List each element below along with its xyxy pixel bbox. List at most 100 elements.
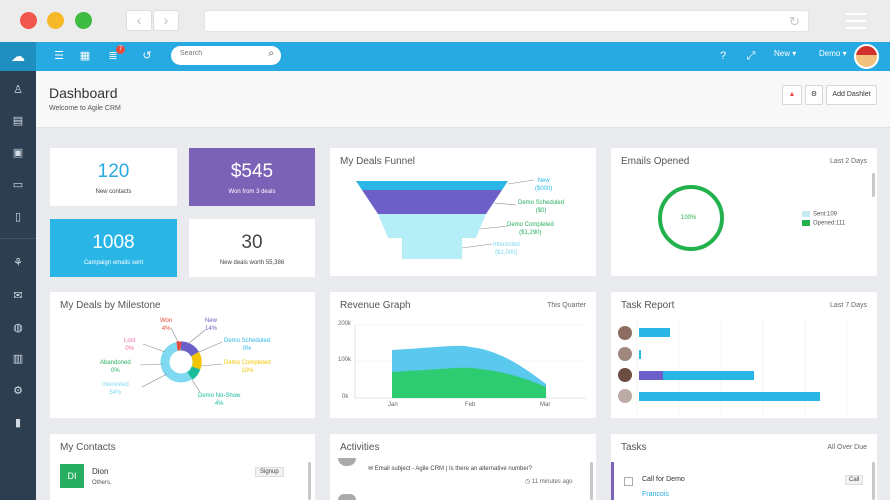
funnel-stage-demo-scheduled[interactable] xyxy=(362,190,502,214)
contact-tag[interactable]: Signup xyxy=(255,467,284,477)
activity-avatar xyxy=(338,458,356,466)
add-dashlet-button[interactable]: Add Dashlet xyxy=(826,85,877,105)
browser-menu-icon[interactable] xyxy=(846,13,866,34)
slice-new[interactable] xyxy=(180,341,199,357)
scrollbar[interactable] xyxy=(590,462,593,500)
funnel-stage-new[interactable] xyxy=(356,181,508,190)
x-tick-label: Mar xyxy=(540,402,551,408)
new-menu[interactable]: New ▾ xyxy=(774,49,797,58)
opened-ring xyxy=(658,185,724,251)
dashboard-settings-button[interactable]: ⚙ xyxy=(805,85,823,105)
funnel-label-demo-scheduled: Demo Scheduled ($0) xyxy=(518,200,565,214)
emails-percent: 100% xyxy=(681,215,697,221)
funnel-label-demo-completed: Demo Completed ($1,290) xyxy=(507,222,554,236)
dashboard-header: Dashboard Welcome to Agile CRM ▲ ⚙ Add D… xyxy=(36,71,890,128)
task-bar[interactable] xyxy=(639,328,670,337)
deals-icon[interactable]: ▣ xyxy=(12,147,24,159)
sidebar-divider xyxy=(0,238,36,239)
scrollbar[interactable] xyxy=(872,462,875,500)
stat-campaign-emails[interactable]: 1008 Campaign emails sent xyxy=(50,219,177,277)
card-range: Last 2 Days xyxy=(830,158,867,165)
revenue-graph-card: Revenue Graph This Quarter 200k 100k 0k … xyxy=(330,292,596,418)
slice-demo-completed[interactable] xyxy=(190,351,202,370)
legend-opened: Opened:111 xyxy=(802,220,845,227)
milestone-label-new: New 14% xyxy=(205,318,218,332)
user-menu[interactable]: Demo ▾ xyxy=(819,49,847,58)
task-bar[interactable] xyxy=(639,392,820,401)
close-window-button[interactable] xyxy=(20,12,37,29)
notifications-icon[interactable]: ≣ xyxy=(108,50,118,62)
card-title: Activities xyxy=(340,442,380,453)
task-bar[interactable] xyxy=(639,350,641,359)
stat-value: 120 xyxy=(97,161,130,182)
dashboard-theme-button[interactable]: ▲ xyxy=(782,85,802,105)
user-avatar xyxy=(618,326,632,340)
task-owner[interactable]: Francois xyxy=(642,491,669,498)
calendar-icon[interactable]: ▦ xyxy=(79,50,91,62)
history-icon[interactable]: ↺ xyxy=(142,50,152,62)
expand-icon[interactable]: ⤢ xyxy=(746,50,756,62)
deals-by-milestone-card: My Deals by Milestone Won 4% New 14% Lost 0… xyxy=(50,292,315,418)
help-icon[interactable]: ? xyxy=(719,50,727,62)
card-range: This Quarter xyxy=(547,302,586,309)
search-input[interactable] xyxy=(180,50,260,57)
funnel-label-interested: Interested ($1,000) xyxy=(493,242,520,256)
card-title: Task Report xyxy=(621,300,675,311)
search-icon[interactable]: ⌕ xyxy=(268,48,274,59)
funnel-stage-demo-completed[interactable] xyxy=(378,214,486,238)
address-bar[interactable]: ↻ xyxy=(204,10,809,32)
stat-value: 30 xyxy=(241,232,263,253)
my-contacts-card: My Contacts DI Dion Others, Signup xyxy=(50,434,315,500)
task-bar[interactable] xyxy=(663,371,754,380)
revenue-series-2-area[interactable] xyxy=(392,367,546,398)
companies-icon[interactable]: ▤ xyxy=(12,115,24,127)
theme-icon: ▲ xyxy=(788,91,796,98)
milestone-label-interested: Interested 54% xyxy=(102,382,129,396)
activity-time: ◷ 11 minutes ago xyxy=(525,479,573,485)
y-tick-label: 100k xyxy=(338,357,352,363)
avatar[interactable] xyxy=(854,44,879,69)
reports-icon[interactable]: ▮ xyxy=(14,417,22,429)
milestone-label-demo-completed: Demo Completed 10% xyxy=(224,360,271,374)
task-checkbox[interactable] xyxy=(624,477,633,486)
task-name[interactable]: Call for Demo xyxy=(642,476,685,483)
task-priority-indicator xyxy=(611,462,614,500)
scrollbar[interactable] xyxy=(308,462,311,500)
forward-button[interactable]: › xyxy=(153,10,179,31)
documents-icon[interactable]: ▯ xyxy=(14,211,22,223)
settings-icon[interactable]: ⚙ xyxy=(13,385,23,397)
page-title: Dashboard xyxy=(49,85,118,101)
user-avatar xyxy=(618,368,632,382)
workflows-icon[interactable]: ⚘ xyxy=(13,257,23,269)
milestone-label-demo-scheduled: Demo Scheduled 0% xyxy=(224,338,271,352)
slice-demo-no-show[interactable] xyxy=(187,366,201,380)
minimize-window-button[interactable] xyxy=(47,12,64,29)
maximize-window-button[interactable] xyxy=(75,12,92,29)
card-range: All Over Due xyxy=(827,444,867,451)
reload-icon[interactable]: ↻ xyxy=(789,14,800,29)
emails-donut-chart xyxy=(658,185,724,251)
contact-name[interactable]: Dion xyxy=(92,467,109,476)
contacts-icon[interactable]: ♙ xyxy=(13,84,23,96)
scrollbar[interactable] xyxy=(872,173,875,197)
list-icon[interactable]: ☰ xyxy=(54,50,64,62)
funnel-label-new: New ($000) xyxy=(535,178,553,192)
stat-new-deals[interactable]: 30 New deals worth 55,386 xyxy=(189,219,315,277)
forms-icon[interactable]: ▥ xyxy=(12,353,24,365)
activity-text[interactable]: ✉ Email subject - Agile CRM | Is there a… xyxy=(368,466,532,472)
gear-icon: ⚙ xyxy=(810,91,818,98)
stat-value: $545 xyxy=(230,161,274,182)
task-bar[interactable] xyxy=(639,371,663,380)
web-icon[interactable]: ◍ xyxy=(13,322,23,334)
back-button[interactable]: ‹ xyxy=(126,10,152,31)
cloud-logo-icon[interactable]: ☁ xyxy=(0,42,36,71)
funnel-stage-interested[interactable] xyxy=(402,238,462,259)
page-subtitle: Welcome to Agile CRM xyxy=(49,105,121,112)
stat-label: Won from 3 deals xyxy=(228,189,276,195)
stat-won-deals[interactable]: $545 Won from 3 deals xyxy=(189,148,315,206)
stat-new-contacts[interactable]: 120 New contacts xyxy=(50,148,177,206)
contact-avatar[interactable]: DI xyxy=(60,464,84,488)
cases-icon[interactable]: ▭ xyxy=(12,179,24,191)
chat-icon[interactable]: ✉ xyxy=(13,290,23,302)
search-box[interactable]: ⌕ xyxy=(171,46,281,65)
